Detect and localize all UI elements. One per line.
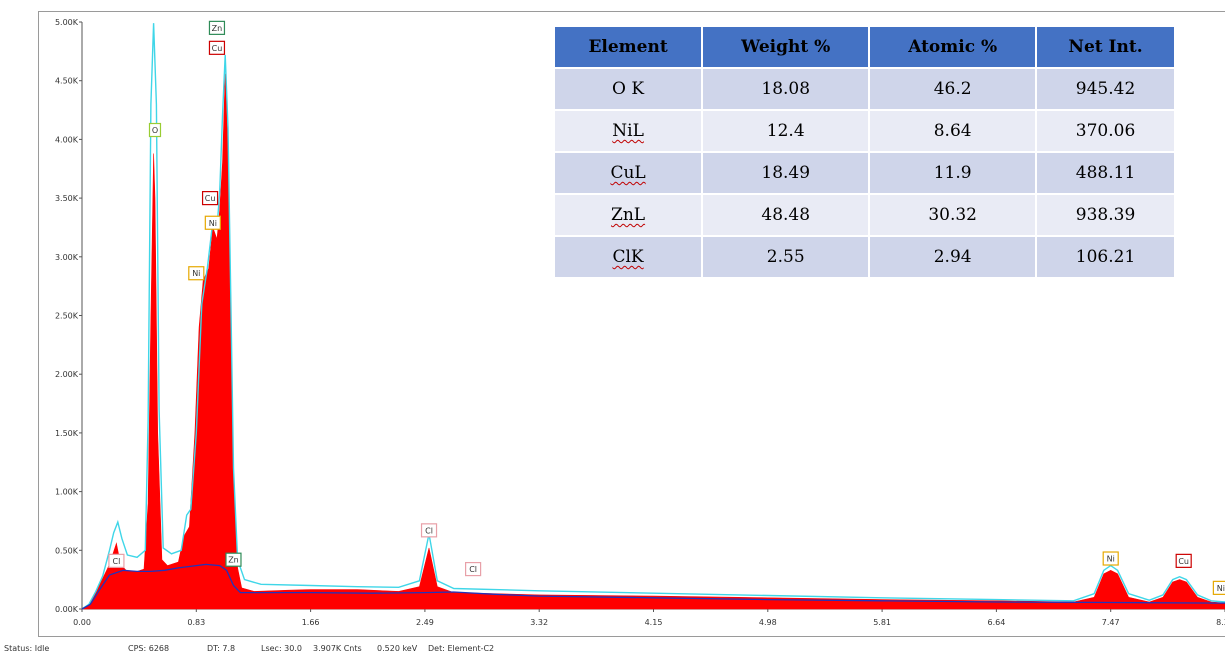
cell-weight: 48.48 [702,193,871,236]
x-tick-label: 0.00 [73,618,91,627]
cell-element: CuL [555,151,704,194]
eds-spectrum-chart: 0.00K 0.50K 1.00K 1.50K 2.00K 2.50K 3.00K 3.50K… [55,18,1225,627]
cell-weight: 12.4 [702,109,871,152]
y-tick-label: 2.50K [55,312,79,321]
element-name: NiL [612,121,644,141]
header-element: Element [555,27,704,68]
cell-atomic: 2.94 [869,235,1038,277]
peak-label-box [420,523,438,538]
peak-label-box [1102,551,1119,566]
peak-label-box [201,191,219,206]
cell-element: NiL [555,109,704,152]
peak-label-text: Ni [209,219,217,228]
y-tick-label: 3.00K [55,253,79,262]
peak-label-box [148,122,162,138]
y-tick-label: 0.00K [55,605,79,614]
peak-label-text: Zn [212,24,223,33]
cps-readout: CPS: 6268 [128,644,170,653]
y-tick-label: 0.50K [55,546,79,555]
peak-label-text: Cu [212,44,223,53]
cell-weight: 18.08 [702,67,871,110]
element-name: O K [612,79,645,99]
peak-label-text: Ni [1107,555,1115,564]
peak-label-box [108,553,125,568]
peak-label-box [204,215,221,230]
peak-label-text: Cl [469,565,477,574]
x-tick-label: 8.30 [1216,618,1225,627]
counts-readout: 3.907K Cnts [313,644,362,653]
cell-net-int: 106.21 [1036,235,1174,277]
x-tick-label: 0.83 [187,618,205,627]
peak-label-box [188,266,205,281]
y-tick-label: 1.00K [55,488,79,497]
table-row: NiL 12.4 8.64 370.06 [555,109,1174,152]
peak-label-text: Ni [192,269,200,278]
element-name: ZnL [611,205,646,225]
element-name: CuL [610,163,646,183]
peak-label-text: Cu [1178,557,1189,566]
cell-weight: 18.49 [702,151,871,194]
header-weight: Weight % [702,27,871,68]
peak-label-text: Cl [113,557,121,566]
peak-label-text: Cl [425,526,433,535]
table-row: ClK 2.55 2.94 106.21 [555,235,1174,277]
cell-net-int: 938.39 [1036,193,1174,236]
cell-element: ClK [555,235,704,277]
x-tick-label: 5.81 [873,618,891,627]
background-line [81,563,1225,610]
header-net-int: Net Int. [1036,27,1174,68]
cell-net-int: 370.06 [1036,109,1174,152]
x-tick-label: 6.64 [987,618,1005,627]
peak-label-box [225,552,242,567]
x-tick-label: 7.47 [1102,618,1120,627]
live-seconds-readout: Lsec: 30.0 [261,644,302,653]
detector-readout: Det: Element-C2 [428,644,495,653]
peak-label-text: Zn [228,556,239,565]
table-row: ZnL 48.48 30.32 938.39 [555,193,1174,236]
cell-atomic: 8.64 [869,109,1038,152]
dead-time-readout: DT: 7.8 [207,644,236,653]
y-tick-label: 3.50K [55,194,79,203]
cell-atomic: 30.32 [869,193,1038,236]
peak-label-box [1175,553,1192,568]
table-header-row: Element Weight % Atomic % Net Int. [555,27,1174,68]
y-tick-label: 4.50K [55,77,79,86]
peak-label-text: Cu [205,194,216,203]
status-text: Status: Idle [4,644,50,653]
x-tick-label: 4.98 [759,618,777,627]
y-tick-label: 5.00K [55,18,79,27]
peak-label-text: O [152,126,158,135]
cell-net-int: 945.42 [1036,67,1174,110]
cell-atomic: 46.2 [869,67,1038,110]
cell-atomic: 11.9 [869,151,1038,194]
x-tick-label: 4.15 [645,618,663,627]
quantification-table: Element Weight % Atomic % Net Int. O K 1… [555,27,1174,277]
peak-label-box [464,561,482,577]
peak-label-box [208,40,226,55]
x-tick-label: 2.49 [416,618,434,627]
kev-readout: 0.520 keV [377,644,418,653]
element-name: ClK [612,247,644,267]
status-bar: Status: Idle CPS: 6268 DT: 7.8 Lsec: 30.… [0,640,1225,658]
cell-net-int: 488.11 [1036,151,1174,194]
header-atomic: Atomic % [869,27,1038,68]
y-tick-label: 4.00K [55,135,79,144]
cell-element: O K [555,67,704,110]
peak-label-box [208,20,226,35]
y-tick-label: 2.00K [55,370,79,379]
peak-label-text: Ni [1217,584,1225,593]
cell-weight: 2.55 [702,235,871,277]
cell-element: ZnL [555,193,704,236]
x-tick-label: 3.32 [530,618,548,627]
table-row: CuL 18.49 11.9 488.11 [555,151,1174,194]
x-tick-label: 1.66 [302,618,320,627]
table-row: O K 18.08 46.2 945.42 [555,67,1174,110]
peak-label-box [1212,580,1225,595]
y-tick-label: 1.50K [55,429,79,438]
